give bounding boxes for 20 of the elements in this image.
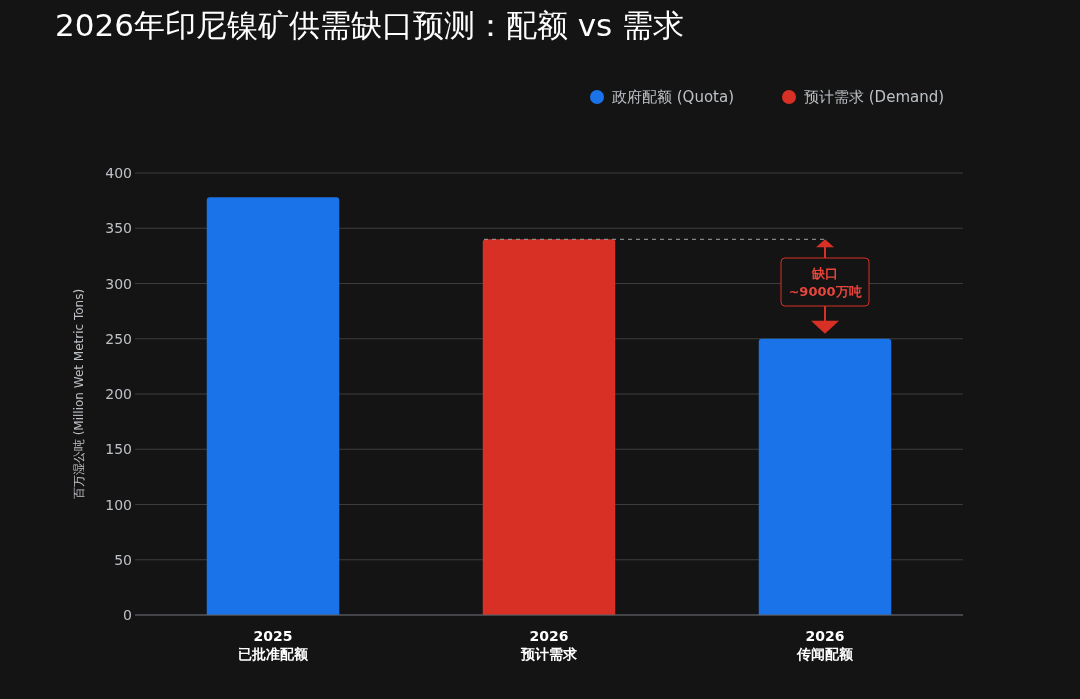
- chart-title: 2026年印尼镍矿供需缺口预测：配额 vs 需求: [55, 7, 685, 43]
- y-tick-label: 200: [105, 386, 132, 402]
- y-tick-label: 0: [123, 607, 132, 623]
- x-tick-label: 2026 传闻配额: [796, 628, 854, 662]
- bar: [758, 338, 892, 615]
- legend-label: 政府配额 (Quota): [612, 88, 735, 106]
- x-tick-label: 2026 预计需求: [520, 628, 578, 662]
- bar: [206, 197, 340, 615]
- y-tick-label: 350: [105, 220, 132, 237]
- y-tick-label: 100: [105, 496, 132, 513]
- y-tick-label: 250: [105, 330, 132, 347]
- bar: [482, 239, 616, 615]
- legend-label: 预计需求 (Demand): [804, 88, 945, 106]
- y-tick-label: 300: [105, 275, 132, 292]
- annotation: 缺口 ~9000万吨: [788, 266, 862, 300]
- y-tick-label: 50: [114, 551, 132, 568]
- y-tick-label: 400: [105, 165, 132, 181]
- y-tick-label: 150: [105, 441, 132, 458]
- y-axis-title: 百万湿公吨 (Million Wet Metric Tons): [72, 288, 86, 500]
- x-tick-label: 2025 已批准配额: [238, 628, 309, 662]
